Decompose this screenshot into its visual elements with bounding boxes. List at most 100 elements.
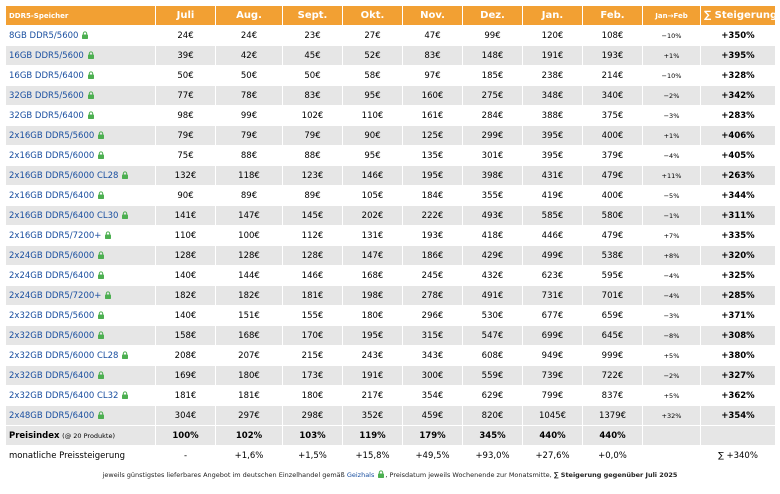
price-cell: 89€ (215, 185, 283, 206)
price-cell: 50€ (155, 65, 216, 86)
monthly-total: ∑ +340% (700, 445, 776, 466)
lock-icon (98, 330, 105, 339)
product-name: 2x16GB DDR5/7200+ (9, 230, 102, 241)
column-header: Dez. (462, 5, 523, 26)
index-cell: 345% (462, 425, 523, 446)
total-cell: +380% (700, 345, 776, 366)
price-cell: 95€ (342, 85, 403, 106)
product-name: 8GB DDR5/5600 (9, 30, 79, 41)
price-cell: 147€ (215, 205, 283, 226)
table-row: 16GB DDR5/5600 39€ 42€ 45€ 52€ 83€ 148€ 191€ 193… (5, 45, 776, 66)
product-name: 2x24GB DDR5/7200+ (9, 290, 102, 301)
price-cell: 352€ (342, 405, 403, 426)
price-cell: 722€ (582, 365, 643, 386)
price-cell: 699€ (522, 325, 583, 346)
product-name: 2x32GB DDR5/5600 (9, 310, 95, 321)
price-cell: 432€ (462, 265, 523, 286)
price-cell: 50€ (215, 65, 283, 86)
table-row: 2x32GB DDR5/6400 169€ 180€ 173€ 191€ 300€ 559€… (5, 365, 776, 386)
price-cell: 538€ (582, 245, 643, 266)
price-cell: 195€ (402, 165, 463, 186)
price-cell: 45€ (282, 45, 343, 66)
price-cell: 315€ (402, 325, 463, 346)
price-cell: 1045€ (522, 405, 583, 426)
table-body: 8GB DDR5/5600 24€ 24€ 23€ 27€ 47€ 99€ 120€ 108€ −… (5, 25, 776, 466)
lock-icon (98, 310, 105, 319)
change-cell: −10% (642, 25, 701, 46)
monthly-cell: - (155, 445, 216, 466)
column-header: Okt. (342, 5, 403, 26)
table-row: 2x16GB DDR5/6000 75€ 88€ 88€ 95€ 135€ 301€ 395€… (5, 145, 776, 166)
price-cell: 24€ (215, 25, 283, 46)
price-cell: 395€ (522, 125, 583, 146)
row-name-cell: 2x16GB DDR5/5600 (5, 125, 156, 146)
price-cell: 186€ (402, 245, 463, 266)
price-cell: 645€ (582, 325, 643, 346)
price-cell: 47€ (402, 25, 463, 46)
change-cell: +8% (642, 245, 701, 266)
price-cell: 97€ (402, 65, 463, 86)
price-cell: 530€ (462, 305, 523, 326)
price-cell: 739€ (522, 365, 583, 386)
product-name: 16GB DDR5/5600 (9, 50, 84, 61)
footer: jeweils günstigstes lieferbares Angebot … (0, 470, 780, 479)
change-cell: +5% (642, 345, 701, 366)
table-row: 2x16GB DDR5/6400 90€ 89€ 89€ 105€ 184€ 355€ 419… (5, 185, 776, 206)
total-cell: +350% (700, 25, 776, 46)
price-cell: 297€ (215, 405, 283, 426)
price-cell: 128€ (215, 245, 283, 266)
row-name-cell: 2x32GB DDR5/6400 (5, 365, 156, 386)
price-cell: 39€ (155, 45, 216, 66)
lock-icon (122, 170, 129, 179)
row-name-cell: 2x16GB DDR5/6000 CL28 (5, 165, 156, 186)
price-cell: 431€ (522, 165, 583, 186)
price-cell: 479€ (582, 165, 643, 186)
price-cell: 479€ (582, 225, 643, 246)
price-cell: 148€ (462, 45, 523, 66)
total-cell: +283% (700, 105, 776, 126)
price-cell: 949€ (522, 345, 583, 366)
total-cell: +327% (700, 365, 776, 386)
index-label: Preisindex (9, 430, 60, 441)
price-cell: 181€ (282, 285, 343, 306)
change-cell: −4% (642, 145, 701, 166)
row-name-cell: 2x32GB DDR5/5600 (5, 305, 156, 326)
price-cell: 140€ (155, 305, 216, 326)
column-header: Juli (155, 5, 216, 26)
price-cell: 300€ (402, 365, 463, 386)
total-cell: +406% (700, 125, 776, 146)
lock-icon (98, 150, 105, 159)
index-cell: 100% (155, 425, 216, 446)
price-cell: 701€ (582, 285, 643, 306)
table-row: 2x16GB DDR5/6000 CL28 132€ 118€ 123€ 146€ 195… (5, 165, 776, 186)
product-name: 32GB DDR5/5600 (9, 90, 84, 101)
change-cell: −8% (642, 325, 701, 346)
price-cell: 50€ (282, 65, 343, 86)
price-cell: 105€ (342, 185, 403, 206)
index-note: (@ 20 Produkte) (62, 431, 116, 440)
column-header: Sept. (282, 5, 343, 26)
change-cell: −2% (642, 365, 701, 386)
price-cell: 132€ (155, 165, 216, 186)
row-name-cell: 2x32GB DDR5/6000 (5, 325, 156, 346)
row-name-cell: 2x16GB DDR5/7200+ (5, 225, 156, 246)
price-cell: 348€ (522, 85, 583, 106)
lock-icon (87, 70, 94, 79)
price-cell: 100€ (215, 225, 283, 246)
price-cell: 110€ (342, 105, 403, 126)
lock-icon (87, 50, 94, 59)
column-header: Feb. (582, 5, 643, 26)
price-cell: 140€ (155, 265, 216, 286)
monthly-cell: +49,5% (402, 445, 463, 466)
price-cell: 77€ (155, 85, 216, 106)
total-cell: +371% (700, 305, 776, 326)
price-cell: 146€ (342, 165, 403, 186)
product-name: 2x32GB DDR5/6400 (9, 370, 95, 381)
price-cell: 217€ (342, 385, 403, 406)
table-row: 2x32GB DDR5/6000 CL28 208€ 207€ 215€ 243€ 343… (5, 345, 776, 366)
footer-link[interactable]: Geizhals (346, 471, 375, 479)
column-header: Jan→Feb (642, 5, 701, 26)
monthly-cell: +27,6% (522, 445, 583, 466)
change-cell: −1% (642, 205, 701, 226)
price-cell: 147€ (342, 245, 403, 266)
